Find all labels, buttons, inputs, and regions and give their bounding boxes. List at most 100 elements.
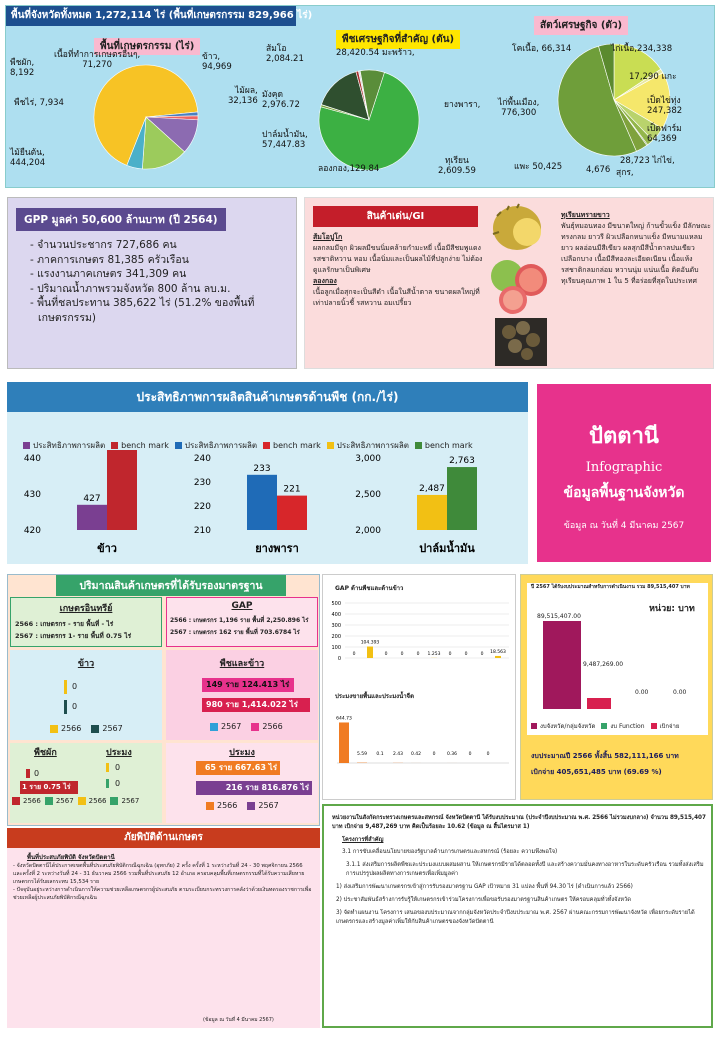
project-p2: 3.1.1 ส่งเสริมการผลิตพืชและประมงแบบผสมผส… xyxy=(346,862,704,877)
legend-swatch xyxy=(531,723,537,729)
legend-swatch xyxy=(23,442,30,449)
legend-swatch xyxy=(247,801,256,810)
bar-label: 0 xyxy=(481,651,484,657)
bar xyxy=(495,655,501,658)
productivity-panel: ประสิทธิภาพการผลิตสินค้าเกษตรด้านพืช (กก… xyxy=(7,382,528,564)
pie2-title: พืชเศรษฐกิจที่สำคัญ (ตัน) xyxy=(336,30,461,49)
pie-slice xyxy=(126,116,147,170)
legend-item: bench mark xyxy=(414,441,473,450)
legend-swatch xyxy=(263,442,271,449)
tick-label: 300 xyxy=(331,623,341,629)
pie1-label-rice: ข้าว, 94,969 xyxy=(202,52,232,72)
pattani-title: ปัตตานี xyxy=(589,423,659,449)
pie3-label-layer: 28,723 ไก่ไข่, xyxy=(620,156,675,166)
fv-gap-box: พืชและข้าว 149 ราย 124.413 ไร่ 980 ราย 1… xyxy=(166,650,318,740)
bar-label: 2,487 xyxy=(419,484,445,494)
project-body: หน่วยงานในสังกัดกระทรวงเกษตรและสหกรณ์ จั… xyxy=(332,814,706,927)
tick-label: 240 xyxy=(194,454,211,464)
bar-label: 0 xyxy=(433,751,436,757)
bar-label: 0.36 xyxy=(447,751,457,757)
bar-label: 5.59 xyxy=(357,751,367,757)
organic-box: เกษตรอินทรีย์ 2566 : เกษตรกร - ราย พื้นท… xyxy=(10,597,162,647)
tick-label: 210 xyxy=(194,526,211,536)
bar-label: 0.1 xyxy=(376,751,383,757)
bar-performance xyxy=(417,494,447,530)
gap-box: GAP 2566 : เกษตรกร 1,196 ราย พื้นที่ 2,2… xyxy=(166,597,318,647)
tick-label: 200 xyxy=(331,634,341,640)
rice-bar-2566 xyxy=(64,680,67,694)
category-label: ยางพารา xyxy=(255,542,299,555)
pattani-date: ข้อมูล ณ วันที่ 4 มีนาคม 2567 xyxy=(563,521,685,531)
bar-label: 0 xyxy=(353,651,356,657)
budget-legend: งบจังหวัด/กลุ่มจังหวัด งบ Function เบิกจ… xyxy=(531,721,679,731)
veg-organic-box: พืชผัก ประมง 0 1 ราย 0.75 ไร่ 0 0 2566 2… xyxy=(10,743,162,823)
fish-small-title: ประมง xyxy=(106,748,132,758)
legend-swatch xyxy=(110,797,119,805)
pie2-label-longkong: ลองกอง,129.84 xyxy=(318,164,380,174)
budget-value-3: 0.00 xyxy=(635,689,649,696)
durian-image xyxy=(492,203,541,250)
fishery-legend: 2566 2567 xyxy=(206,801,279,810)
rice-legend: 2566 2567 xyxy=(50,724,123,733)
bar-label: 0 xyxy=(449,651,452,657)
bar-label: 0 xyxy=(465,651,468,657)
pie3-label-goat: แพะ 50,425 xyxy=(514,162,563,172)
tick-label: 220 xyxy=(194,502,211,512)
project-p4: 2) ประชาสัมพันธ์สร้างการรับรู้ให้เกษตรกร… xyxy=(336,897,631,903)
legend-item: ประสิทธิภาพการผลิต xyxy=(174,439,258,452)
pie3-label-beef: โคเนื้อ, 66,314 xyxy=(512,44,572,54)
project-p5: 3) จัดทำแผนงาน โครงการ เสนอของบประมาณจาก… xyxy=(336,910,695,925)
category-label: ปาล์มน้ำมัน xyxy=(419,540,475,555)
legend-item: ประสิทธิภาพการผลิต xyxy=(23,439,105,452)
bar-label: 2,763 xyxy=(449,456,475,466)
budget-bar-2 xyxy=(587,698,611,709)
legend-label: 2567 xyxy=(55,797,74,805)
pie3-chart xyxy=(557,43,671,157)
bar-performance xyxy=(77,504,107,530)
veg-title: พืชผัก xyxy=(34,748,57,758)
pie3-label-pig-value: 4,676 xyxy=(586,165,611,175)
productivity-legend: ประสิทธิภาพการผลิต bench mark ประสิทธิภาพก… xyxy=(23,434,523,450)
legend-label: 2566 xyxy=(88,797,107,805)
budget-unit: หน่วย: บาท xyxy=(649,604,695,614)
legend-label: ประสิทธิภาพการผลิต xyxy=(184,441,258,450)
bar-benchmark xyxy=(447,467,477,530)
pie3-label-sheep: 17,290 แกะ xyxy=(629,72,677,82)
category-label: ข้าว xyxy=(97,542,117,555)
gpp-item: - ปริมาณน้ำภาพรวมจังหวัด 800 ล้าน ลบ.ม. xyxy=(30,282,231,295)
gpp-item: เกษตรกรรม) xyxy=(38,311,96,324)
legend-swatch xyxy=(206,801,214,810)
veg-value-2567: 1 ราย 0.75 ไร่ xyxy=(20,781,78,794)
project-sub: โครงการที่สำคัญ xyxy=(342,837,384,843)
gap-title: GAP xyxy=(231,601,253,611)
bar-label: 221 xyxy=(283,485,300,495)
tick-label: 400 xyxy=(331,612,341,618)
longkong-image xyxy=(495,318,547,366)
veg-value-2566: 0 xyxy=(26,769,39,778)
gpp-title: GPP มูลค่า 50,600 ล้านบาท (ปี 2564) xyxy=(16,208,226,231)
bar-label: 0 xyxy=(385,651,388,657)
bar-label: 644.73 xyxy=(336,715,352,721)
bar-label: 1.253 xyxy=(428,651,441,657)
pie1-title: พื้นที่เกษตรกรรม (ไร่) xyxy=(94,38,201,55)
bar xyxy=(339,722,349,763)
legend-label: งบ Function xyxy=(610,723,645,730)
pomelo-image xyxy=(491,260,547,314)
rice-organic-title: ข้าว xyxy=(77,659,95,669)
disaster-title: ภัยพิบัติด้านเกษตร xyxy=(7,828,320,848)
pie-slice xyxy=(359,69,385,121)
pie-slice xyxy=(613,43,662,101)
project-panel: หน่วยงานในสังกัดกระทรวงเกษตรและสหกรณ์ จั… xyxy=(322,804,713,1028)
gi-title: สินค้าเด่น/GI xyxy=(313,206,478,227)
fish-value-2566: 0 xyxy=(106,763,120,772)
tick-label: 2,500 xyxy=(355,490,381,500)
veg-legend: 2566 2567 2566 2567 xyxy=(12,797,139,805)
top-panel: พื้นที่จังหวัดทั้งหมด 1,272,114 ไร่ (พื้… xyxy=(5,5,715,188)
pie2-label-pomelo: ส้มโอ 2,084.21 xyxy=(266,44,304,64)
pie-slice xyxy=(318,72,420,171)
pattani-box xyxy=(537,384,711,562)
productivity-chart: 440430420427440ข้าว240230220210233221ยาง… xyxy=(24,450,477,555)
pie2-label-mangosteen: มังคุด 2,976.72 xyxy=(262,90,300,110)
top-title: พื้นที่จังหวัดทั้งหมด 1,272,114 ไร่ (พื้… xyxy=(6,6,312,26)
pie3-label-pig: สุกร, xyxy=(616,168,634,178)
